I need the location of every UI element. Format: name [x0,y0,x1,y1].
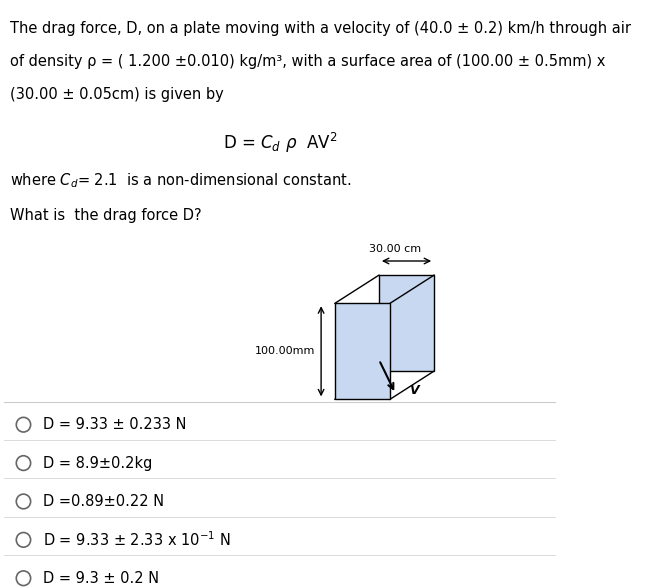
Text: V: V [409,385,419,397]
Polygon shape [335,303,390,399]
Text: D = $C_d$ $\rho$  AV$^2$: D = $C_d$ $\rho$ AV$^2$ [222,131,337,155]
Text: D = 9.33 ± 0.233 N: D = 9.33 ± 0.233 N [43,417,186,432]
Text: D = 9.33 $\pm$ 2.33 x $10^{-1}$ N: D = 9.33 $\pm$ 2.33 x $10^{-1}$ N [43,530,230,549]
Text: D = 9.3 ± 0.2 N: D = 9.3 ± 0.2 N [43,571,159,586]
Text: 30.00 cm: 30.00 cm [369,244,422,254]
Text: D =0.89±0.22 N: D =0.89±0.22 N [43,494,164,509]
Text: where $C_d$= 2.1  is a non-dimensional constant.: where $C_d$= 2.1 is a non-dimensional co… [9,171,351,190]
Text: The drag force, D, on a plate moving with a velocity of (40.0 ± 0.2) km/h throug: The drag force, D, on a plate moving wit… [9,21,631,36]
Polygon shape [379,275,434,371]
Text: 100.00mm: 100.00mm [255,346,315,356]
Text: of density ρ = ( 1.200 ±0.010) kg/m³, with a surface area of (100.00 ± 0.5mm) x: of density ρ = ( 1.200 ±0.010) kg/m³, wi… [9,54,605,69]
Text: D = 8.9±0.2kg: D = 8.9±0.2kg [43,456,152,470]
Text: (30.00 ± 0.05cm) is given by: (30.00 ± 0.05cm) is given by [9,86,223,102]
Text: What is  the drag force D?: What is the drag force D? [9,208,201,223]
